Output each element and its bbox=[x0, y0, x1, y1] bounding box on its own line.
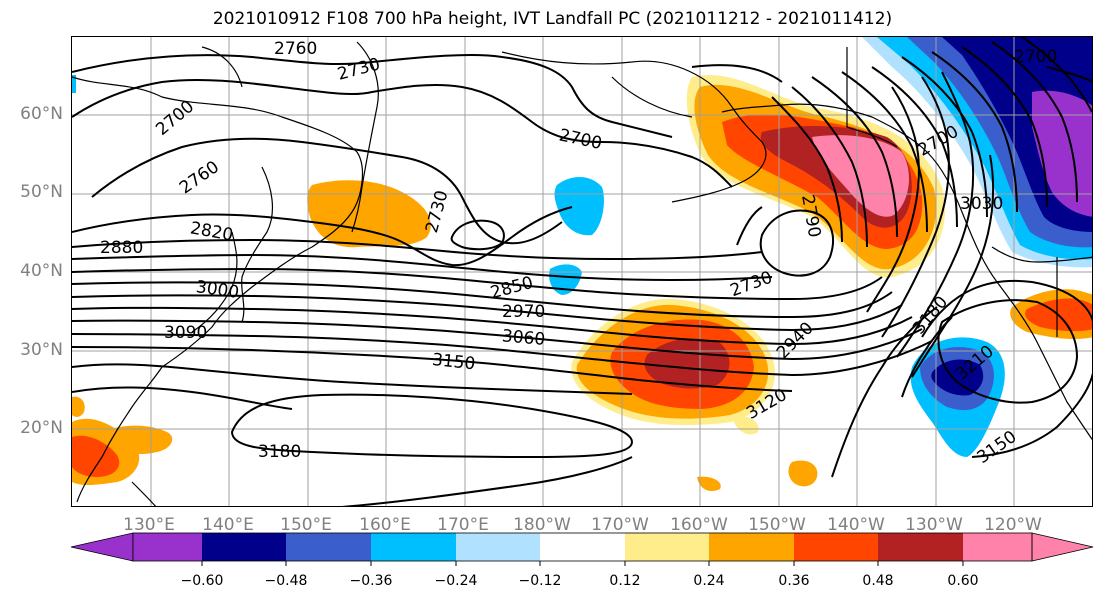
lon-label-160e: 160°E bbox=[359, 515, 411, 535]
contour-label-3180a: 3180 bbox=[258, 442, 301, 462]
colorbar-tick-1: −0.60 bbox=[180, 573, 224, 589]
contour-label-2730c: 2730 bbox=[728, 268, 775, 302]
lon-label-130w: 130°W bbox=[905, 515, 963, 535]
contour-label-2700d: 2700 bbox=[915, 122, 962, 161]
ivt-blob-japan bbox=[307, 180, 431, 248]
contour-label-2730b: 2730 bbox=[422, 188, 453, 235]
contour-label-3180b: 3180 bbox=[909, 292, 952, 338]
lat-label-40: 40°N bbox=[20, 261, 63, 281]
colorbar-arrow-high bbox=[1031, 532, 1094, 562]
colorbar-seg-4 bbox=[371, 533, 456, 561]
map-title: 2021010912 F108 700 hPa height, IVT Land… bbox=[212, 9, 893, 29]
colorbar-tick-6: 0.12 bbox=[609, 573, 641, 589]
colorbar-tick-7: 0.24 bbox=[693, 573, 725, 589]
colorbar-tick-8: 0.36 bbox=[778, 573, 810, 589]
colorbar-seg-7 bbox=[625, 533, 709, 561]
coastlines bbox=[72, 41, 1092, 506]
contour-label-2880: 2880 bbox=[100, 238, 143, 258]
lat-label-50: 50°N bbox=[20, 182, 63, 202]
contour-label-3030: 3030 bbox=[960, 194, 1003, 214]
colorbar-seg-6 bbox=[540, 533, 625, 561]
colorbar-tick-9: 0.48 bbox=[862, 573, 894, 589]
height-contours bbox=[72, 37, 1092, 506]
contour-label-2760a: 2760 bbox=[274, 39, 317, 59]
map-svg: 2760 2730 2700 2760 2700 2730 2820 2880 … bbox=[72, 37, 1092, 506]
lon-label-170e: 170°E bbox=[437, 515, 489, 535]
colorbar-seg-11 bbox=[963, 533, 1032, 561]
lat-label-60: 60°N bbox=[20, 104, 63, 124]
lat-label-20: 20°N bbox=[20, 418, 63, 438]
colorbar-seg-2 bbox=[202, 533, 286, 561]
contour-label-3090: 3090 bbox=[164, 323, 207, 343]
colorbar-tick-3: −0.36 bbox=[349, 573, 393, 589]
lon-label-160w: 160°W bbox=[670, 515, 728, 535]
lon-label-140e: 140°E bbox=[202, 515, 254, 535]
contour-label-3060: 3060 bbox=[501, 326, 546, 350]
map-panel: 2760 2730 2700 2760 2700 2730 2820 2880 … bbox=[71, 36, 1093, 507]
contour-label-3000: 3000 bbox=[195, 277, 241, 303]
colorbar-tick-10: 0.60 bbox=[947, 573, 979, 589]
contour-label-2940: 2940 bbox=[773, 318, 818, 363]
colorbar-tick-4: −0.24 bbox=[434, 573, 478, 589]
lon-label-140w: 140°W bbox=[827, 515, 885, 535]
lon-label-170w: 170°W bbox=[591, 515, 649, 535]
colorbar-arrow-low bbox=[70, 532, 134, 562]
contour-label-2730a: 2730 bbox=[335, 54, 382, 85]
colorbar-seg-10 bbox=[878, 533, 963, 561]
lon-label-120w: 120°W bbox=[984, 515, 1042, 535]
colorbar-seg-3 bbox=[286, 533, 371, 561]
colorbar-seg-8 bbox=[709, 533, 794, 561]
lat-label-30: 30°N bbox=[20, 340, 63, 360]
contour-label-3150a: 3150 bbox=[431, 350, 476, 374]
lon-label-150e: 150°E bbox=[280, 515, 332, 535]
lon-label-180w: 180°W bbox=[513, 515, 571, 535]
colorbar-seg-5 bbox=[456, 533, 540, 561]
ivt-shading-positive bbox=[72, 74, 1092, 492]
colorbar-seg-1 bbox=[133, 533, 202, 561]
contour-label-2700b: 2700 bbox=[557, 125, 603, 154]
colorbar-seg-9 bbox=[794, 533, 878, 561]
contour-label-2760b: 2760 bbox=[176, 157, 223, 198]
ivt-shading-negative bbox=[72, 37, 1092, 457]
colorbar-tick-5: −0.12 bbox=[518, 573, 562, 589]
lon-label-130e: 130°E bbox=[123, 515, 175, 535]
lon-label-150w: 150°W bbox=[748, 515, 806, 535]
contour-label-2970: 2970 bbox=[502, 302, 545, 322]
colorbar bbox=[70, 532, 1094, 566]
contour-label-2700a: 2700 bbox=[152, 97, 198, 140]
colorbar-tick-2: −0.48 bbox=[264, 573, 308, 589]
contour-label-2700c: 2700 bbox=[1014, 47, 1057, 67]
